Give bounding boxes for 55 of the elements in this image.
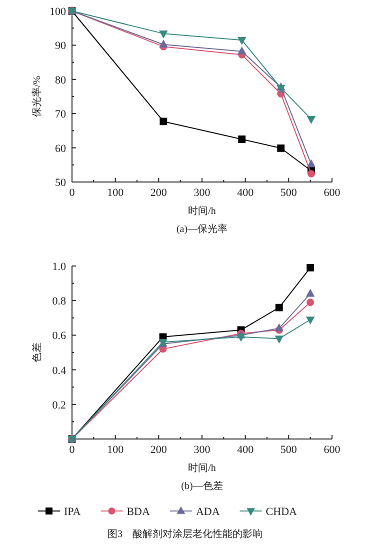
text: (b)—色差 xyxy=(181,480,223,492)
y-tick-label: 80 xyxy=(55,74,66,86)
y-tick-label: 50 xyxy=(55,177,66,189)
y-tick-label: 0.8 xyxy=(52,296,66,308)
x-tick-label: 400 xyxy=(237,444,254,456)
point xyxy=(306,264,314,272)
legend-label: IPA xyxy=(64,506,81,518)
y-tick-label: 0.4 xyxy=(52,364,66,377)
point xyxy=(236,334,246,342)
x-axis-title: 时间/h xyxy=(188,462,216,474)
point xyxy=(308,170,315,178)
x-tick-label: 400 xyxy=(237,187,254,199)
x-tick-label: 100 xyxy=(107,187,124,199)
x-tick-label: 0 xyxy=(69,444,76,456)
point xyxy=(276,84,285,92)
y-tick-label: 0.2 xyxy=(52,399,66,412)
caption: 图3 酸解剂对涂层老化性能的影响 xyxy=(108,528,262,540)
x-axis-title: 时间/h xyxy=(188,205,216,217)
text: (a)—保光率 xyxy=(176,223,228,235)
y-tick-label: 1.0 xyxy=(52,261,66,273)
point xyxy=(277,144,285,152)
point xyxy=(275,304,283,312)
y-tick-label: 0.6 xyxy=(52,330,66,342)
x-tick-label: 200 xyxy=(150,444,168,456)
x-tick-label: 200 xyxy=(150,187,168,199)
y-tick-label: 60 xyxy=(55,142,66,155)
x-tick-label: 500 xyxy=(280,187,298,199)
y-axis-title: 保光率/% xyxy=(31,76,43,118)
x-tick-label: 600 xyxy=(324,444,341,456)
point xyxy=(306,298,314,306)
point xyxy=(275,324,284,332)
point xyxy=(160,118,168,126)
point xyxy=(238,47,246,54)
x-tick-label: 300 xyxy=(194,187,211,199)
x-tick-label: 500 xyxy=(280,444,298,456)
point xyxy=(307,160,316,168)
y-tick-label: 100 xyxy=(50,6,66,18)
point xyxy=(306,316,314,324)
x-tick-label: 600 xyxy=(324,187,341,199)
legend-label: BDA xyxy=(126,506,150,518)
point xyxy=(275,336,284,343)
legend-label: CHDA xyxy=(266,506,298,518)
y-tick-label: 70 xyxy=(55,108,66,121)
x-tick-label: 100 xyxy=(107,444,124,456)
x-tick-label: 300 xyxy=(194,444,211,456)
point xyxy=(238,37,246,44)
x-tick-label: 0 xyxy=(69,187,76,199)
point xyxy=(159,30,168,38)
legend-label: ADA xyxy=(196,506,220,518)
point xyxy=(307,116,316,124)
point xyxy=(306,289,314,297)
y-tick-label: 90 xyxy=(55,40,66,52)
point xyxy=(238,136,246,143)
point xyxy=(159,40,168,48)
y-axis-title: 色差 xyxy=(31,342,43,362)
